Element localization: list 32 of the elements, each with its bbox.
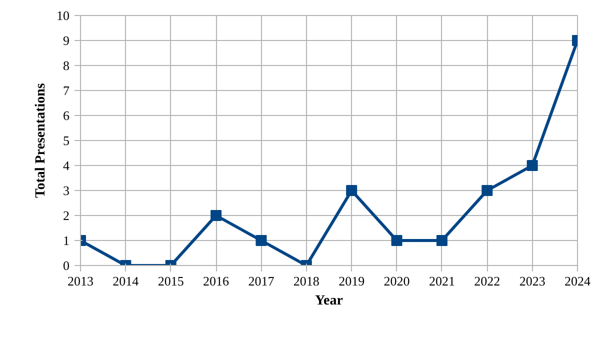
point <box>256 235 267 246</box>
x-tick-label: 2017 <box>248 274 275 288</box>
y-tick-label: 2 <box>63 208 70 223</box>
point <box>526 160 538 171</box>
x-tick-label: 2024 <box>564 274 591 288</box>
x-tick-label: 2016 <box>203 274 230 288</box>
x-tick-label: 2022 <box>474 274 500 288</box>
x-axis-title: Year <box>315 294 344 308</box>
y-tick-label: 1 <box>63 233 70 248</box>
y-tick-label: 3 <box>63 183 70 198</box>
point <box>391 235 402 246</box>
y-tick-label: 0 <box>63 258 70 273</box>
y-tick-label: 10 <box>56 8 70 23</box>
point <box>482 185 493 196</box>
x-tick-label: 2023 <box>519 274 546 288</box>
x-tick-label: 2020 <box>384 274 410 288</box>
x-tick-label: 2021 <box>428 274 455 288</box>
y-tick-label: 6 <box>63 108 70 123</box>
y-tick-label: 7 <box>63 83 70 98</box>
x-tick-label: 2014 <box>112 274 140 288</box>
x-tick-label: 2015 <box>158 274 184 288</box>
x-tick-label: 2019 <box>338 274 365 288</box>
y-axis-title: Total Presentations <box>34 82 48 198</box>
point <box>210 210 222 221</box>
point <box>346 185 358 196</box>
y-tick-label: 8 <box>63 58 70 73</box>
x-tick-label: 2013 <box>68 274 94 288</box>
y-tick-label: 4 <box>63 158 70 173</box>
point <box>436 235 448 246</box>
x-tick-label: 2018 <box>293 274 320 288</box>
y-tick-label: 9 <box>63 33 70 48</box>
y-tick-label: 5 <box>63 133 70 148</box>
